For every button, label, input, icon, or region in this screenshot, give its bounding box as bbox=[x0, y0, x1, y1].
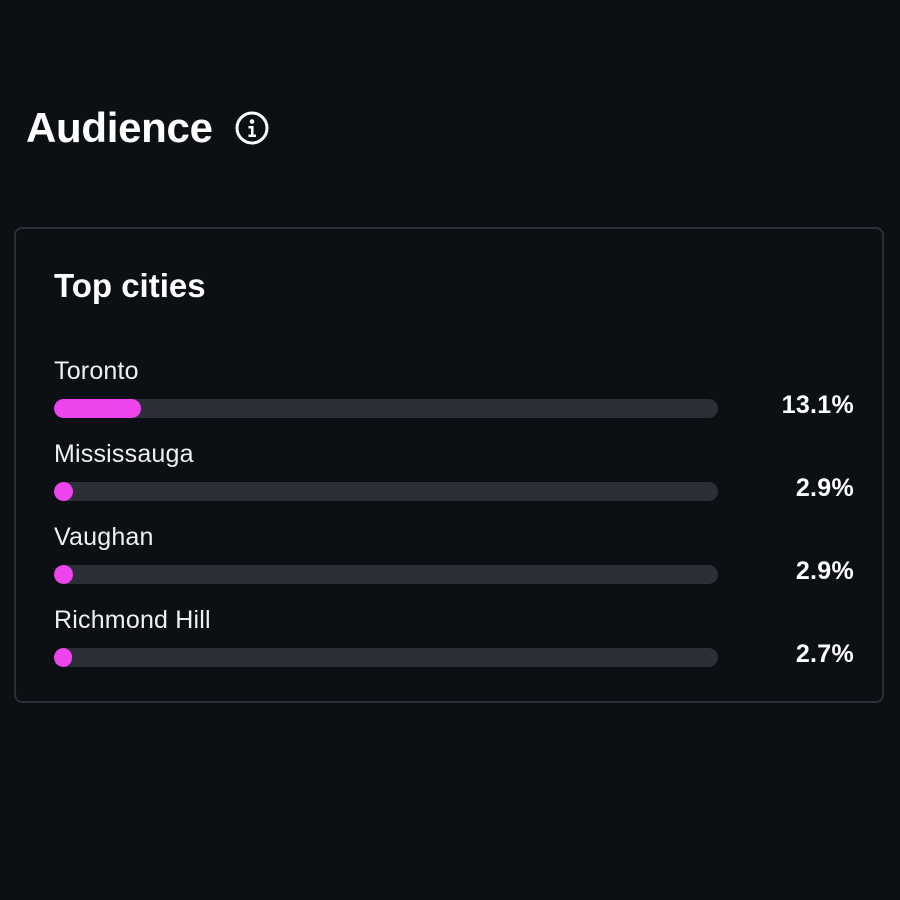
progress-track bbox=[54, 482, 718, 501]
progress-fill bbox=[54, 565, 74, 584]
info-icon[interactable] bbox=[235, 111, 269, 145]
city-name: Vaughan bbox=[54, 523, 154, 551]
city-row-vaughan: Vaughan 2.9% bbox=[54, 523, 854, 593]
progress-fill bbox=[54, 482, 74, 501]
city-percent: 2.7% bbox=[795, 640, 854, 668]
city-percent: 2.9% bbox=[795, 557, 854, 585]
city-row-toronto: Toronto 13.1% bbox=[54, 357, 854, 427]
city-row-mississauga: Mississauga 2.9% bbox=[54, 440, 854, 510]
card-title: Top cities bbox=[54, 267, 206, 304]
progress-fill bbox=[54, 648, 72, 667]
page-title: Audience bbox=[26, 104, 213, 151]
city-name: Richmond Hill bbox=[54, 606, 211, 634]
city-row-richmond-hill: Richmond Hill 2.7% bbox=[54, 606, 854, 676]
progress-track bbox=[54, 648, 718, 667]
progress-track bbox=[54, 565, 718, 584]
progress-track bbox=[54, 399, 718, 418]
progress-fill bbox=[54, 399, 141, 418]
city-percent: 2.9% bbox=[795, 474, 854, 502]
city-percent: 13.1% bbox=[781, 391, 854, 419]
city-name: Mississauga bbox=[54, 440, 194, 468]
city-name: Toronto bbox=[54, 357, 139, 385]
audience-header: Audience bbox=[26, 100, 269, 156]
top-cities-card: Top cities Toronto 13.1% Mississauga 2.9… bbox=[14, 227, 884, 703]
